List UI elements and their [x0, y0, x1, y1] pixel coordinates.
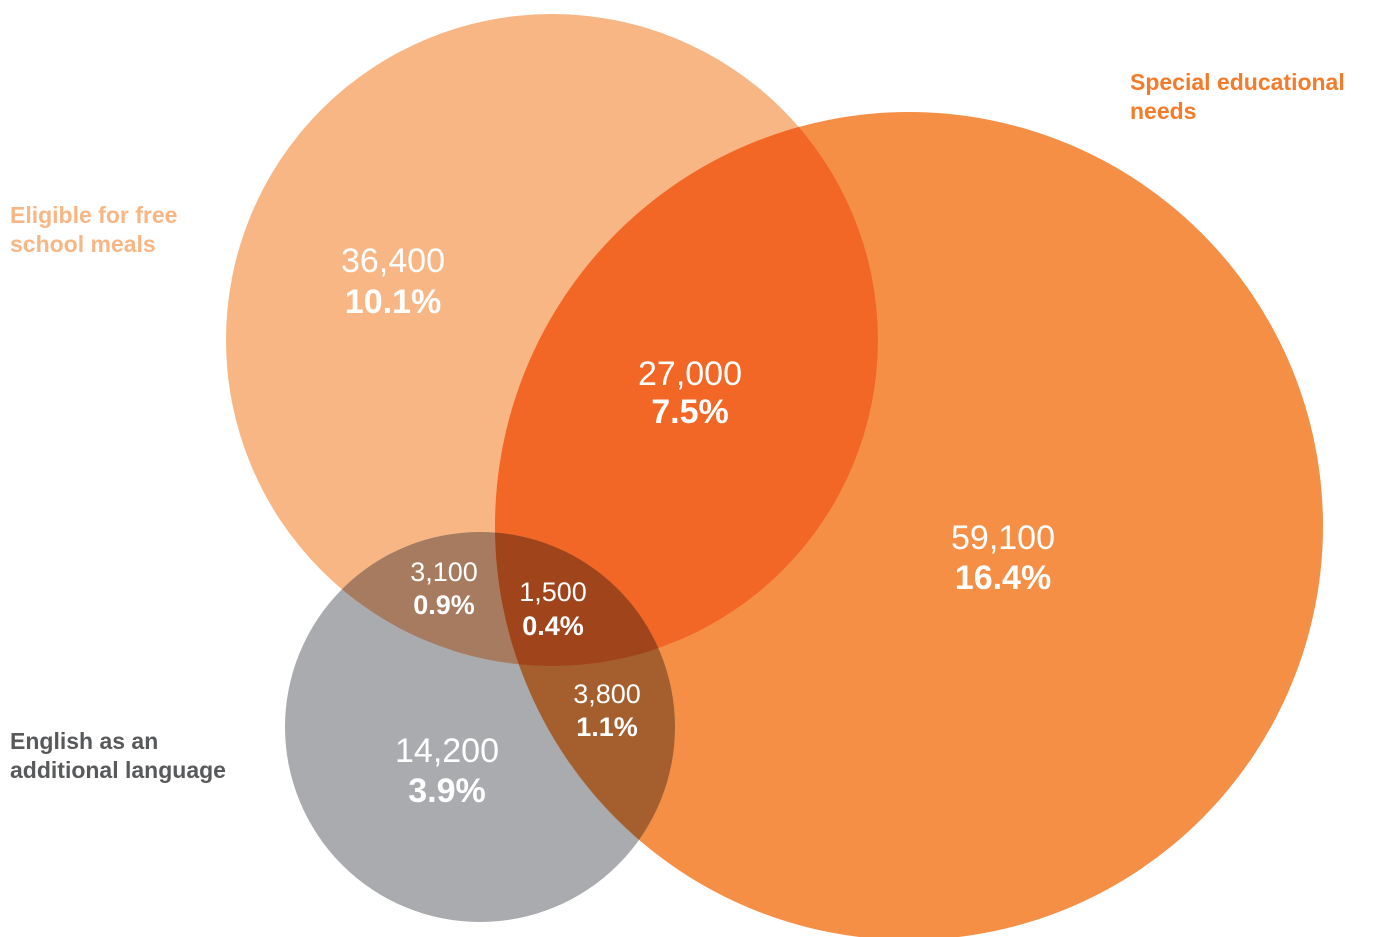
fsm-sen-overlap [495, 112, 878, 666]
region-share: 10.1% [345, 283, 441, 321]
region-count: 14,200 [395, 732, 499, 770]
region-count: 27,000 [638, 355, 742, 393]
region-count: 3,100 [410, 557, 478, 587]
region-count: 59,100 [951, 519, 1055, 557]
region-count: 1,500 [519, 577, 587, 607]
region-count: 36,400 [341, 242, 445, 280]
triple-overlap-group [495, 532, 675, 666]
region-count: 3,800 [573, 679, 641, 709]
region-share: 1.1% [576, 712, 638, 742]
set-label: English as an additional language [10, 728, 226, 783]
set-label: Special educational needs [1130, 69, 1345, 124]
set-label: Eligible for free school meals [10, 202, 178, 257]
region-share: 3.9% [408, 772, 486, 810]
region-share: 0.9% [413, 590, 475, 620]
region-share: 7.5% [651, 393, 729, 431]
triple-overlap [495, 532, 675, 666]
region-share: 0.4% [522, 611, 584, 641]
region-share: 16.4% [955, 559, 1051, 597]
